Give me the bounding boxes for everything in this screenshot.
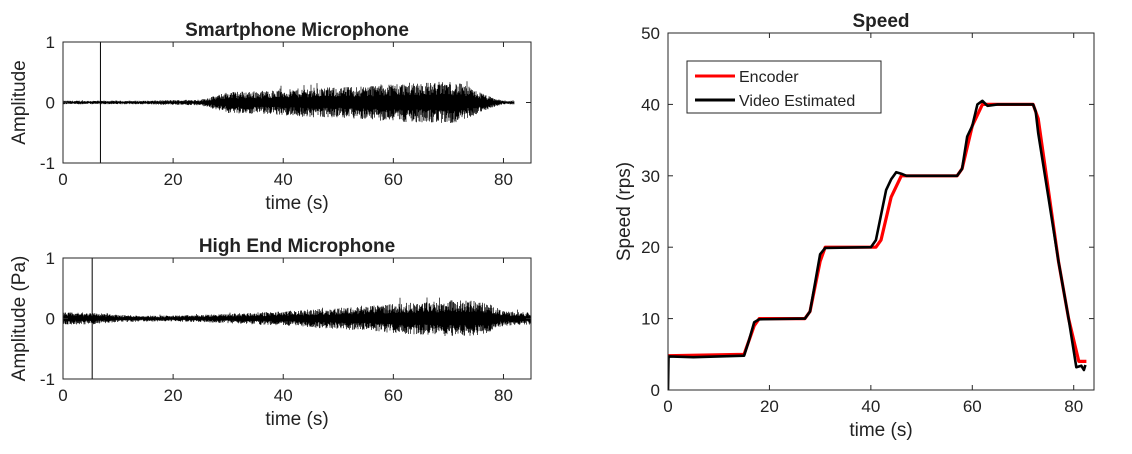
- legend-label: Encoder: [739, 69, 799, 86]
- x-tick-label: 40: [861, 397, 880, 416]
- legend-label: Video Estimated: [739, 93, 855, 110]
- legend: [686, 60, 882, 114]
- x-tick-label: 60: [384, 170, 403, 189]
- chart-title: High End Microphone: [199, 236, 395, 257]
- chart-speed: 0 20 40 60 80 0 10 20 30 40 50 Speed time (s) Speed (…: [614, 11, 1095, 441]
- y-tick-label: 20: [641, 238, 660, 257]
- x-axis-label: time (s): [265, 409, 328, 430]
- series-group: [668, 99, 1087, 390]
- y-tick-label: 0: [651, 381, 660, 400]
- x-tick-label: 60: [384, 386, 403, 405]
- series-line-video-estimated: [668, 99, 1087, 390]
- waveform-smartphone: [63, 81, 515, 123]
- y-axis-label: Amplitude (Pa): [9, 256, 30, 382]
- series-group: [63, 258, 531, 379]
- chart-title: Smartphone Microphone: [185, 20, 409, 41]
- x-tick-label: 20: [760, 397, 779, 416]
- x-tick-label: 40: [274, 170, 293, 189]
- y-axis-label: Speed (rps): [614, 162, 635, 261]
- series-group: [63, 42, 515, 163]
- x-tick-label: 20: [164, 170, 183, 189]
- x-axis-label: time (s): [265, 193, 328, 214]
- x-tick-label: 0: [663, 397, 672, 416]
- x-tick-label: 40: [274, 386, 293, 405]
- x-tick-label: 80: [494, 170, 513, 189]
- y-tick-label: 50: [641, 24, 660, 43]
- y-tick-label: -1: [40, 370, 55, 389]
- x-tick-label: 80: [494, 386, 513, 405]
- y-tick-label: 10: [641, 310, 660, 329]
- axes-frame: [667, 32, 1095, 391]
- y-tick-label: 1: [46, 33, 55, 52]
- y-tick-label: 0: [46, 310, 55, 329]
- y-tick-label: 30: [641, 167, 660, 186]
- y-tick-label: -1: [40, 154, 55, 173]
- x-tick-label: 80: [1064, 397, 1083, 416]
- y-axis-label: Amplitude: [9, 60, 30, 145]
- x-axis-label: time (s): [849, 420, 912, 441]
- waveform-highend: [63, 297, 531, 336]
- x-tick-label: 20: [164, 386, 183, 405]
- x-tick-label: 60: [963, 397, 982, 416]
- chart-title: Speed: [852, 11, 909, 32]
- x-tick-label: 0: [58, 386, 67, 405]
- y-tick-label: 0: [46, 94, 55, 113]
- y-tick-label: 1: [46, 249, 55, 268]
- y-tick-label: 40: [641, 95, 660, 114]
- x-tick-label: 0: [58, 170, 67, 189]
